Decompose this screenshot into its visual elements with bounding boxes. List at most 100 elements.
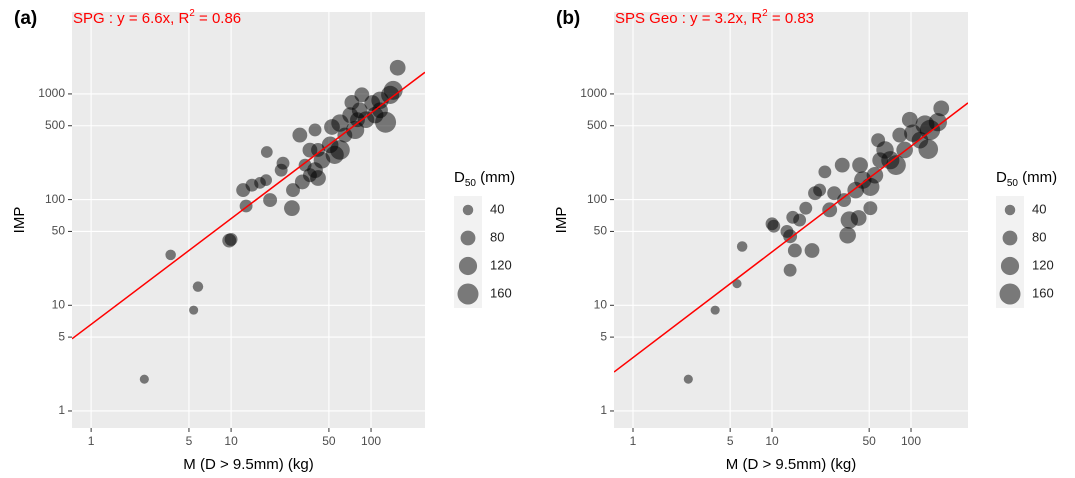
legend-label: 160 (1032, 285, 1054, 300)
legend-symbol (1002, 230, 1018, 246)
point (839, 226, 856, 244)
y-tick-label: 500 (587, 118, 607, 132)
x-tick-label: 1 (630, 434, 637, 448)
point (354, 87, 370, 103)
point (933, 100, 950, 117)
x-tick-label: 5 (186, 434, 193, 448)
annotation-sup: 2 (189, 8, 195, 19)
point (302, 168, 317, 183)
point (892, 127, 908, 143)
point (886, 155, 906, 175)
point (837, 193, 852, 208)
y-tick-label: 1000 (38, 86, 65, 100)
y-tick-label: 1 (58, 403, 65, 417)
y-tick-label: 100 (587, 192, 607, 206)
y-axis-title: IMP (11, 207, 28, 234)
point (308, 123, 322, 137)
y-tick-label: 5 (58, 329, 65, 343)
x-tick-label: 10 (224, 434, 238, 448)
point (813, 183, 827, 197)
x-tick-label: 100 (901, 434, 921, 448)
x-tick-label: 100 (361, 434, 381, 448)
point (710, 305, 720, 315)
legend-symbol (457, 283, 479, 305)
legend-label: 120 (1032, 257, 1054, 272)
x-tick-label: 5 (727, 434, 734, 448)
y-tick-label: 10 (594, 297, 608, 311)
point (165, 249, 176, 261)
y-tick-label: 5 (600, 329, 607, 343)
x-tick-label: 50 (322, 434, 336, 448)
point (383, 80, 403, 100)
legend-title: D50 (mm) (996, 169, 1057, 189)
annotation-sup: 2 (762, 8, 768, 19)
legend-title-rest: (mm) (1018, 169, 1057, 186)
point (189, 305, 199, 315)
point (928, 113, 947, 132)
annotation-rest: = 0.83 (768, 10, 814, 27)
point (274, 163, 288, 177)
y-tick-label: 50 (594, 224, 608, 238)
legend-symbol (458, 256, 478, 276)
legend-title-sub: 50 (465, 178, 477, 189)
point (783, 229, 798, 244)
point (834, 157, 850, 173)
annotation-text: SPG : y = 6.6x, R (73, 10, 189, 27)
point (284, 200, 300, 217)
x-tick-label: 10 (765, 434, 779, 448)
legend-title-rest: (mm) (476, 169, 515, 186)
legend-symbol (462, 204, 474, 216)
point (192, 281, 204, 292)
legend-symbol (460, 230, 476, 246)
x-axis-title: M (D > 9.5mm) (kg) (726, 456, 856, 473)
point (372, 102, 388, 119)
y-tick-label: 500 (45, 118, 65, 132)
marks (614, 100, 968, 384)
legend-label: 40 (1032, 201, 1046, 216)
point (852, 157, 868, 173)
point (767, 219, 781, 233)
legend-label: 120 (490, 257, 512, 272)
y-tick-label: 1 (600, 403, 607, 417)
panel-label: (b) (556, 8, 580, 29)
y-tick-label: 100 (45, 192, 65, 206)
point (389, 59, 406, 76)
legend-title-sub: 50 (1007, 178, 1019, 189)
point (311, 143, 325, 157)
point (871, 133, 886, 148)
point (732, 279, 742, 289)
x-axis-title: M (D > 9.5mm) (kg) (183, 456, 313, 473)
y-axis-title: IMP (553, 207, 570, 234)
legend-title-main: D (996, 169, 1007, 186)
fit-line (614, 102, 968, 373)
panel-label: (a) (14, 8, 37, 29)
point (799, 201, 813, 215)
plot-panel (72, 12, 425, 428)
annotation-rest: = 0.86 (195, 10, 241, 27)
point (818, 165, 832, 179)
legend-label: 160 (490, 285, 512, 300)
legend-title-main: D (454, 169, 465, 186)
point (827, 186, 842, 201)
point (863, 201, 878, 216)
legend-symbol (999, 283, 1021, 305)
point (330, 140, 350, 160)
x-tick-label: 50 (862, 434, 876, 448)
legend-label: 80 (490, 229, 504, 244)
legend-symbol (1004, 204, 1016, 216)
point (804, 243, 820, 258)
point (783, 263, 797, 277)
point (683, 374, 693, 384)
point (286, 183, 300, 198)
y-tick-label: 1000 (580, 86, 607, 100)
annotation-text: SPS Geo : y = 3.2x, R (615, 10, 762, 27)
point (793, 213, 807, 227)
fit-line (72, 71, 425, 340)
point (224, 232, 238, 246)
annotation: SPG : y = 6.6x, R2 = 0.86 (73, 8, 241, 27)
point (292, 127, 308, 143)
point (787, 243, 802, 258)
point (736, 241, 748, 252)
